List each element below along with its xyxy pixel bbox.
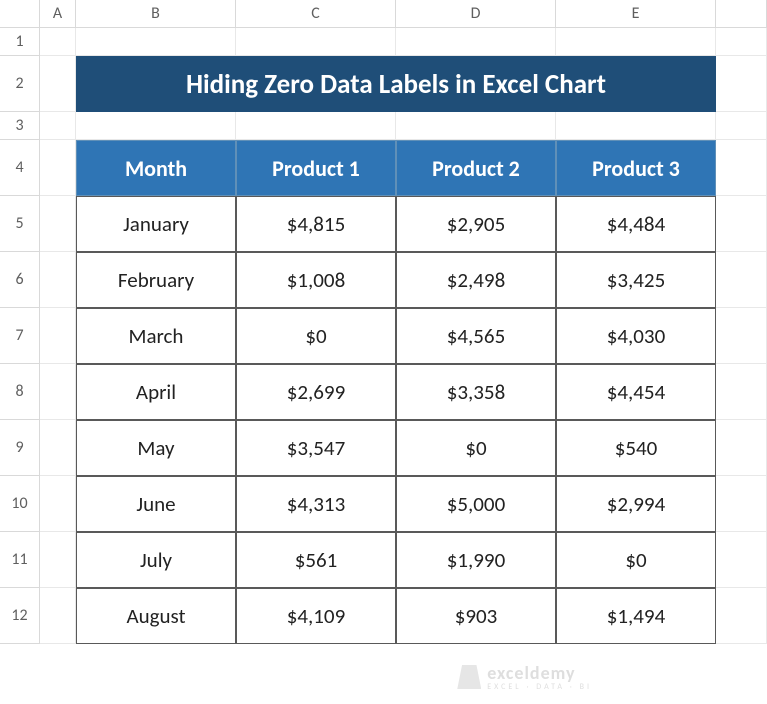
cell[interactable]: [716, 364, 767, 420]
cell[interactable]: [716, 252, 767, 308]
table-cell[interactable]: $4,109: [236, 588, 396, 644]
col-header-c[interactable]: C: [236, 0, 396, 28]
cell[interactable]: [40, 28, 76, 56]
cell[interactable]: [76, 112, 236, 140]
row-header-10[interactable]: 10: [0, 476, 40, 532]
watermark: exceldemy EXCEL · DATA · BI: [457, 662, 592, 692]
table-header-month[interactable]: Month: [76, 140, 236, 196]
col-header-d[interactable]: D: [396, 0, 556, 28]
row-header-6[interactable]: 6: [0, 252, 40, 308]
table-cell[interactable]: $4,454: [556, 364, 716, 420]
cell[interactable]: [556, 28, 716, 56]
title-cell[interactable]: Hiding Zero Data Labels in Excel Chart: [76, 56, 716, 112]
watermark-icon: [457, 665, 481, 689]
table-cell[interactable]: $561: [236, 532, 396, 588]
cell[interactable]: [40, 252, 76, 308]
col-header-blank: [716, 0, 767, 28]
cell[interactable]: [716, 196, 767, 252]
cell[interactable]: [716, 140, 767, 196]
cell[interactable]: [716, 308, 767, 364]
cell[interactable]: [40, 140, 76, 196]
table-cell[interactable]: March: [76, 308, 236, 364]
table-cell[interactable]: July: [76, 532, 236, 588]
cell[interactable]: [40, 308, 76, 364]
cell[interactable]: [556, 112, 716, 140]
table-cell[interactable]: February: [76, 252, 236, 308]
row-header-11[interactable]: 11: [0, 532, 40, 588]
row-header-12[interactable]: 12: [0, 588, 40, 644]
col-header-b[interactable]: B: [76, 0, 236, 28]
row-header-8[interactable]: 8: [0, 364, 40, 420]
row-header-2[interactable]: 2: [0, 56, 40, 112]
table-cell[interactable]: $1,494: [556, 588, 716, 644]
table-cell[interactable]: $5,000: [396, 476, 556, 532]
watermark-tagline: EXCEL · DATA · BI: [487, 682, 592, 692]
cell[interactable]: [716, 532, 767, 588]
table-cell[interactable]: April: [76, 364, 236, 420]
cell[interactable]: [40, 588, 76, 644]
table-cell[interactable]: $0: [396, 420, 556, 476]
spreadsheet-grid: A B C D E 1 2 3 4 5 6 7 8 9 10 11 12 Hid…: [0, 0, 767, 644]
table-cell[interactable]: $2,994: [556, 476, 716, 532]
cell[interactable]: [396, 28, 556, 56]
cell[interactable]: [716, 28, 767, 56]
cell[interactable]: [76, 28, 236, 56]
cell[interactable]: [40, 56, 76, 112]
row-header-1[interactable]: 1: [0, 28, 40, 56]
table-cell[interactable]: $3,547: [236, 420, 396, 476]
table-cell[interactable]: June: [76, 476, 236, 532]
table-cell[interactable]: $2,699: [236, 364, 396, 420]
cell[interactable]: [396, 112, 556, 140]
row-header-9[interactable]: 9: [0, 420, 40, 476]
cell[interactable]: [40, 112, 76, 140]
row-header-4[interactable]: 4: [0, 140, 40, 196]
table-header-product2[interactable]: Product 2: [396, 140, 556, 196]
table-cell[interactable]: $4,313: [236, 476, 396, 532]
col-header-e[interactable]: E: [556, 0, 716, 28]
table-cell[interactable]: $1,008: [236, 252, 396, 308]
cell[interactable]: [40, 476, 76, 532]
table-cell[interactable]: $4,030: [556, 308, 716, 364]
watermark-brand: exceldemy: [487, 662, 575, 684]
table-cell[interactable]: $540: [556, 420, 716, 476]
table-cell[interactable]: May: [76, 420, 236, 476]
table-cell[interactable]: $0: [236, 308, 396, 364]
table-cell[interactable]: $4,815: [236, 196, 396, 252]
table-header-product1[interactable]: Product 1: [236, 140, 396, 196]
table-cell[interactable]: $0: [556, 532, 716, 588]
cell[interactable]: [716, 420, 767, 476]
cell[interactable]: [40, 196, 76, 252]
table-header-product3[interactable]: Product 3: [556, 140, 716, 196]
cell[interactable]: [40, 532, 76, 588]
select-all-corner[interactable]: [0, 0, 40, 28]
table-cell[interactable]: $4,484: [556, 196, 716, 252]
table-cell[interactable]: January: [76, 196, 236, 252]
cell[interactable]: [716, 588, 767, 644]
table-cell[interactable]: $903: [396, 588, 556, 644]
table-cell[interactable]: $2,498: [396, 252, 556, 308]
cell[interactable]: [236, 112, 396, 140]
table-cell[interactable]: $2,905: [396, 196, 556, 252]
row-header-3[interactable]: 3: [0, 112, 40, 140]
table-cell[interactable]: August: [76, 588, 236, 644]
col-header-a[interactable]: A: [40, 0, 76, 28]
table-cell[interactable]: $3,358: [396, 364, 556, 420]
cell[interactable]: [236, 28, 396, 56]
row-header-7[interactable]: 7: [0, 308, 40, 364]
cell[interactable]: [40, 420, 76, 476]
table-cell[interactable]: $3,425: [556, 252, 716, 308]
cell[interactable]: [716, 112, 767, 140]
row-header-5[interactable]: 5: [0, 196, 40, 252]
cell[interactable]: [40, 364, 76, 420]
table-cell[interactable]: $4,565: [396, 308, 556, 364]
cell[interactable]: [716, 476, 767, 532]
cell[interactable]: [716, 56, 767, 112]
table-cell[interactable]: $1,990: [396, 532, 556, 588]
